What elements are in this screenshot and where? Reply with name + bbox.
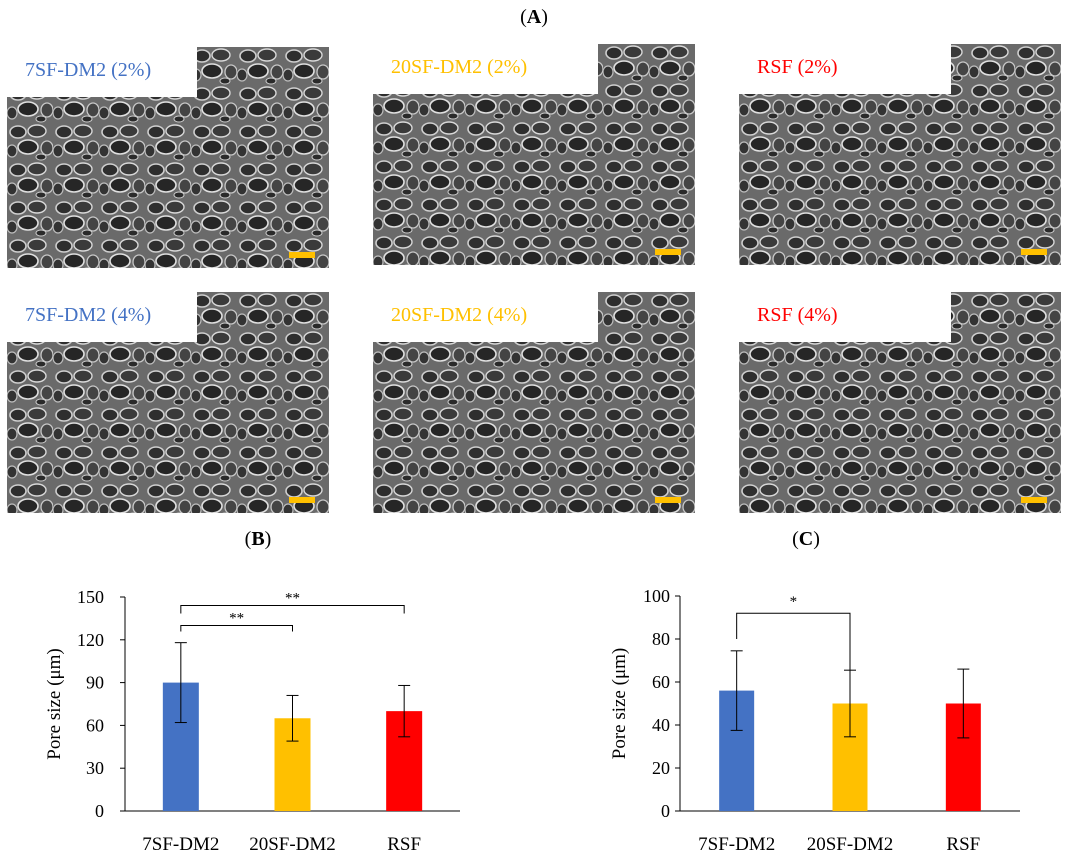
- sem-label: RSF (2%): [757, 56, 838, 78]
- category-label: 7SF-DM2: [142, 834, 219, 855]
- category-label: RSF: [387, 834, 421, 855]
- panel-c-label: (C): [792, 528, 820, 550]
- sem-label-box: 20SF-DM2 (4%): [373, 292, 598, 342]
- scale-bar: [1021, 497, 1047, 503]
- chart-c: 0 20 40 60 80 100 Pore size (μm) 7SF-DM2 20SF-DM…: [609, 586, 1020, 855]
- significance-bracket: [736, 612, 851, 680]
- scale-bar: [655, 249, 681, 255]
- category-label: 7SF-DM2: [698, 834, 775, 855]
- significance-label: *: [790, 594, 798, 610]
- scale-bar: [289, 252, 315, 258]
- sem-label: 7SF-DM2 (2%): [25, 59, 152, 81]
- sem-label-box: RSF (4%): [739, 292, 951, 342]
- scale-bar: [655, 497, 681, 503]
- significance-bracket: [180, 625, 293, 632]
- y-tick-label: 100: [643, 586, 670, 606]
- y-tick-label: 150: [77, 587, 104, 607]
- panel-b-letter: B: [251, 528, 265, 550]
- category-label: 20SF-DM2: [249, 834, 336, 855]
- sem-image-20sf-4: 20SF-DM2 (4%): [373, 292, 695, 513]
- y-tick-label: 120: [77, 630, 104, 650]
- y-tick-label: 0: [95, 801, 104, 821]
- significance-label: **: [285, 591, 300, 607]
- panel-b-label: (B): [244, 528, 272, 550]
- sem-image-rsf-2: RSF (2%): [739, 44, 1061, 265]
- y-tick-label: 0: [661, 801, 670, 821]
- significance-bracket: [180, 605, 405, 614]
- y-tick-label: 80: [652, 629, 670, 649]
- sem-image-20sf-2: 20SF-DM2 (2%): [373, 44, 695, 265]
- sem-label-box: 7SF-DM2 (2%): [7, 47, 197, 97]
- sem-label-box: RSF (2%): [739, 44, 951, 94]
- sem-label: 20SF-DM2 (4%): [391, 304, 528, 326]
- sem-label-box: 7SF-DM2 (4%): [7, 292, 197, 342]
- chart-b: 0 30 60 90 120 150 Pore size (μm) 7SF-DM2 20SF-D…: [44, 587, 460, 855]
- sem-image-7sf-2: 7SF-DM2 (2%): [7, 47, 329, 268]
- category-label: RSF: [946, 834, 980, 855]
- y-tick-label: 40: [652, 715, 670, 735]
- y-axis-title: Pore size (μm): [44, 648, 65, 760]
- sem-label: RSF (4%): [757, 304, 838, 326]
- panel-a-label: (A): [520, 6, 548, 28]
- sem-label-box: 20SF-DM2 (2%): [373, 44, 598, 94]
- scale-bar: [1021, 249, 1047, 255]
- y-tick-label: 20: [652, 758, 670, 778]
- sem-label: 7SF-DM2 (4%): [25, 304, 152, 326]
- sem-image-7sf-4: 7SF-DM2 (4%): [7, 292, 329, 513]
- y-tick-label: 30: [86, 758, 104, 778]
- y-tick-label: 60: [86, 715, 104, 735]
- scale-bar: [289, 497, 315, 503]
- sem-image-rsf-4: RSF (4%): [739, 292, 1061, 513]
- y-tick-label: 90: [86, 673, 104, 693]
- y-axis-title: Pore size (μm): [609, 648, 630, 760]
- significance-label: **: [229, 611, 244, 627]
- sem-label: 20SF-DM2 (2%): [391, 56, 528, 78]
- panel-a-letter: A: [526, 6, 542, 28]
- panel-c-letter: C: [798, 528, 814, 550]
- category-label: 20SF-DM2: [807, 834, 894, 855]
- y-tick-label: 60: [652, 672, 670, 692]
